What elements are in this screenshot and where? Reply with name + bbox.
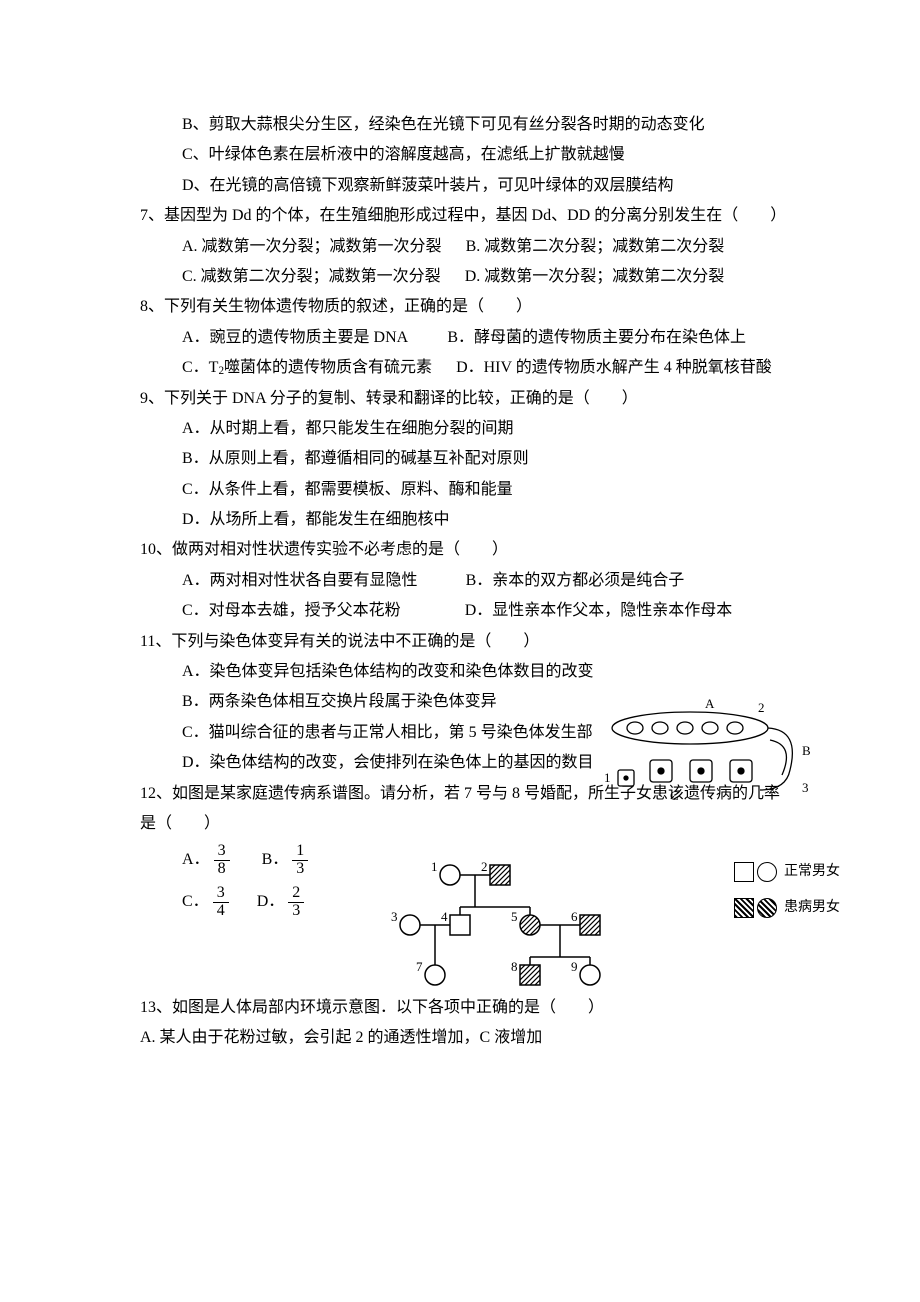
q12-opt-c-frac: 34 [213,885,229,920]
q9-opt-c: C．从条件上看，都需要模板、原料、酶和能量 [140,475,810,505]
legend-normal-female-icon [757,862,777,882]
env-svg: A 2 B 3 1 C [610,700,810,820]
q13-opt-a: A. 某人由于花粉过敏，会引起 2 的通透性增加，C 液增加 [140,1023,810,1053]
env-label-2: 2 [758,700,765,715]
q6-opt-d: D、在光镜的高倍镜下观察新鲜菠菜叶装片，可见叶绿体的双层膜结构 [140,171,810,201]
q7-opt-d: D. 减数第一次分裂；减数第二次分裂 [465,268,725,285]
q10-stem: 10、做两对相对性状遗传实验不必考虑的是（ ） [140,535,810,565]
legend-affected-male-icon [734,898,754,918]
svg-text:8: 8 [511,959,518,974]
q7-stem: 7、基因型为 Dd 的个体，在生殖细胞形成过程中，基因 Dd、DD 的分离分别发… [140,201,810,231]
svg-text:1: 1 [431,859,438,874]
legend-affected-female-icon [757,898,777,918]
q8-opts-row1: A．豌豆的遗传物质主要是 DNA B．酵母菌的遗传物质主要分布在染色体上 [140,323,810,353]
q11-stem: 11、下列与染色体变异有关的说法中不正确的是（ ） [140,627,810,657]
legend-affected-label: 患病男女 [784,900,840,915]
q10-opts-row2: C．对母本去雄，授予父本花粉 D．显性亲本作父本，隐性亲本作母本 [140,596,810,626]
env-label-3: 3 [802,780,809,795]
q7-opt-b: B. 减数第二次分裂；减数第二次分裂 [466,238,725,255]
q9-opt-b: B．从原则上看，都遵循相同的碱基互补配对原则 [140,444,810,474]
q7-opts-row2: C. 减数第二次分裂；减数第一次分裂 D. 减数第一次分裂；减数第二次分裂 [140,262,810,292]
q7-opt-c: C. 减数第二次分裂；减数第一次分裂 [182,268,441,285]
env-label-b: B [802,743,811,758]
pedigree-legend: 正常男女 患病男女 [734,862,841,918]
q9-opt-a: A．从时期上看，都只能发生在细胞分裂的间期 [140,414,810,444]
q10-opt-c: C．对母本去雄，授予父本花粉 [182,602,401,619]
svg-text:2: 2 [481,859,488,874]
env-label-1: 1 [604,770,611,785]
q8-stem: 8、下列有关生物体遗传物质的叙述，正确的是（ ） [140,292,810,322]
q12-opt-b-label: B． [262,851,289,868]
svg-text:4: 4 [441,909,448,924]
q11-opt-a: A．染色体变异包括染色体结构的改变和染色体数目的改变 [140,657,810,687]
legend-normal-label: 正常男女 [784,864,840,879]
q12-opt-c-label: C． [182,893,209,910]
q10-opt-b: B．亲本的双方都必须是纯合子 [466,572,685,589]
q12-opt-a-frac: 38 [214,843,230,878]
q9-opt-d: D．从场所上看，都能发生在细胞核中 [140,505,810,535]
q7-opt-a: A. 减数第一次分裂；减数第一次分裂 [182,238,442,255]
svg-text:3: 3 [391,909,398,924]
legend-normal-row: 正常男女 [734,862,841,882]
q6-opt-c: C、叶绿体色素在层析液中的溶解度越高，在滤纸上扩散就越慢 [140,140,810,170]
q8-c-pre: C．T [182,359,218,376]
q12-opt-a-label: A． [182,851,210,868]
legend-affected-row: 患病男女 [734,898,841,918]
pedigree-svg: 1 2 3 4 5 6 7 8 9 [390,850,690,1000]
internal-environment-figure: A 2 B 3 1 C [610,700,810,820]
q8-opts-row2: C．T2噬菌体的遗传物质含有硫元素 D．HIV 的遗传物质水解产生 4 种脱氧核… [140,353,810,383]
q12-opt-d-frac: 23 [288,885,304,920]
q12-opt-b-frac: 13 [292,843,308,878]
svg-text:6: 6 [571,909,578,924]
q8-opt-b: B．酵母菌的遗传物质主要分布在染色体上 [447,329,746,346]
q10-opt-d: D．显性亲本作父本，隐性亲本作母本 [465,602,733,619]
q8-opt-d: D．HIV 的遗传物质水解产生 4 种脱氧核苷酸 [456,359,772,376]
env-label-a: A [705,696,715,711]
q10-opts-row1: A．两对相对性状各自要有显隐性 B．亲本的双方都必须是纯合子 [140,566,810,596]
q9-stem: 9、下列关于 DNA 分子的复制、转录和翻译的比较，正确的是（ ） [140,384,810,414]
svg-text:5: 5 [511,909,518,924]
svg-text:7: 7 [416,959,423,974]
q12-opt-d-label: D． [257,893,285,910]
q6-opt-b: B、剪取大蒜根尖分生区，经染色在光镜下可见有丝分裂各时期的动态变化 [140,110,810,140]
svg-text:9: 9 [571,959,578,974]
env-label-c: C [670,788,679,803]
q8-opt-a: A．豌豆的遗传物质主要是 DNA [182,329,407,346]
pedigree-figure: 1 2 3 4 5 6 7 8 9 正常男女 患病男女 [390,850,840,1010]
q10-opt-a: A．两对相对性状各自要有显隐性 [182,572,418,589]
q8-c-post: 噬菌体的遗传物质含有硫元素 [224,359,432,376]
q7-opts-row1: A. 减数第一次分裂；减数第一次分裂 B. 减数第二次分裂；减数第二次分裂 [140,232,810,262]
q8-opt-c: C．T2噬菌体的遗传物质含有硫元素 [182,359,436,376]
legend-normal-male-icon [734,862,754,882]
